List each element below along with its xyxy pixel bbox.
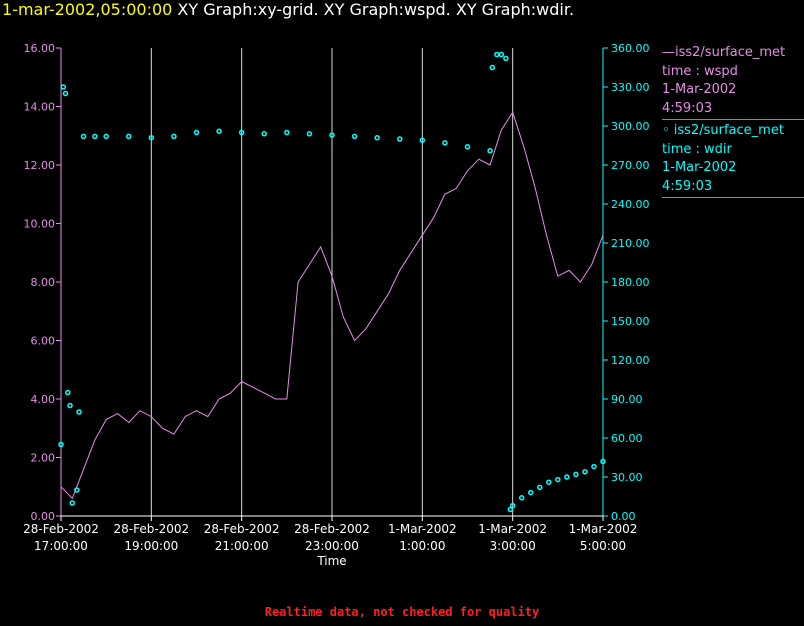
- wdir-point: [193, 129, 200, 136]
- wspd-series-line: [60, 111, 604, 500]
- x-tick-label-date: 1-Mar-2002: [569, 522, 638, 536]
- left-tick-label: 4.00: [31, 393, 56, 406]
- x-tick-label-date: 28-Feb-2002: [23, 522, 99, 536]
- wdir-point: [591, 463, 597, 470]
- wdir-point: [74, 487, 80, 493]
- graph-list-title: XY Graph:xy-grid. XY Graph:wspd. XY Grap…: [172, 0, 575, 19]
- x-tick-label-date: 28-Feb-2002: [113, 522, 189, 536]
- wdir-point: [509, 502, 516, 509]
- wdir-point: [92, 133, 98, 140]
- quality-note: Realtime data, not checked for quality: [264, 605, 540, 619]
- wdir-point: [216, 128, 222, 134]
- wdir-point: [507, 506, 514, 513]
- right-tick-label: 0.00: [611, 510, 636, 523]
- wdir-point: [80, 133, 87, 140]
- wdir-point: [489, 64, 496, 71]
- right-tick-label: 270.00: [611, 159, 650, 172]
- right-tick-label: 30.00: [611, 471, 643, 484]
- wdir-point: [464, 144, 471, 150]
- wdir-point: [67, 402, 73, 409]
- wdir-point: [600, 458, 606, 465]
- x-tick-label-time: 19:00:00: [124, 539, 178, 553]
- x-tick-label-time: 21:00:00: [215, 539, 269, 553]
- legend-item-wdir[interactable]: ◦ iss2/surface_met time : wdir 1-Mar-200…: [662, 122, 804, 198]
- legend-wspd-variable: time : wspd: [662, 63, 738, 79]
- x-axis-title: Time: [316, 554, 346, 568]
- left-tick-label: 16.00: [24, 42, 56, 55]
- right-tick-label: 360.00: [611, 42, 650, 55]
- wdir-point: [503, 55, 509, 62]
- wdir-point: [58, 441, 64, 448]
- wdir-point: [537, 484, 543, 491]
- timestamp-title: 1-mar-2002,05:00:00: [2, 0, 173, 19]
- wdir-point: [564, 474, 570, 480]
- wdir-point: [546, 479, 552, 485]
- legend: —iss2/surface_met time : wspd 1-Mar-2002…: [662, 44, 804, 200]
- legend-wdir-variable: time : wdir: [662, 141, 732, 157]
- legend-wdir-source: ◦ iss2/surface_met: [662, 123, 784, 138]
- wdir-point: [238, 129, 245, 136]
- wdir-point: [284, 129, 290, 136]
- wdir-point: [518, 495, 525, 501]
- wdir-point: [148, 134, 155, 141]
- left-tick-label: 6.00: [31, 335, 56, 348]
- right-tick-label: 150.00: [611, 315, 650, 328]
- x-tick-label-date: 1-Mar-2002: [478, 522, 547, 536]
- left-tick-label: 8.00: [31, 276, 56, 289]
- right-tick-label: 330.00: [611, 81, 650, 94]
- wdir-point: [527, 489, 534, 496]
- left-tick-label: 14.00: [24, 101, 56, 114]
- x-tick-label-date: 28-Feb-2002: [204, 522, 280, 536]
- chart-title-bar: 1-mar-2002,05:00:00 XY Graph:xy-grid. XY…: [2, 0, 574, 20]
- wdir-point: [494, 51, 500, 58]
- legend-wspd-source: —iss2/surface_met: [662, 45, 786, 60]
- left-tick-label: 12.00: [24, 159, 56, 172]
- wdir-point: [261, 131, 267, 137]
- wdir-point: [582, 469, 588, 475]
- wdir-point: [419, 137, 426, 144]
- legend-item-wspd[interactable]: —iss2/surface_met time : wspd 1-Mar-2002…: [662, 44, 804, 120]
- wdir-point: [329, 132, 335, 138]
- x-tick-label-date: 1-Mar-2002: [388, 522, 457, 536]
- legend-wdir-time: 4:59:03: [662, 178, 713, 194]
- x-tick-label-time: 3:00:00: [490, 539, 536, 553]
- x-tick-label-time: 17:00:00: [34, 539, 88, 553]
- right-tick-label: 180.00: [611, 276, 650, 289]
- wdir-point: [126, 133, 132, 140]
- wdir-point: [65, 389, 71, 396]
- wdir-point: [397, 136, 403, 142]
- legend-wspd-time: 4:59:03: [662, 100, 713, 116]
- right-tick-label: 120.00: [611, 354, 650, 367]
- wdir-point: [171, 133, 177, 140]
- x-tick-label-time: 5:00:00: [580, 539, 626, 553]
- wdir-point: [62, 90, 69, 97]
- wdir-point: [69, 500, 76, 506]
- left-tick-label: 10.00: [24, 218, 56, 231]
- wdir-point: [498, 51, 505, 58]
- right-tick-label: 90.00: [611, 393, 643, 406]
- wdir-point: [487, 147, 493, 154]
- left-tick-label: 2.00: [31, 452, 56, 465]
- wdir-point: [103, 133, 109, 140]
- x-tick-label-time: 1:00:00: [399, 539, 445, 553]
- wdir-point: [306, 131, 313, 137]
- wdir-point: [76, 409, 82, 415]
- legend-wspd-date: 1-Mar-2002: [662, 82, 737, 97]
- right-tick-label: 240.00: [611, 198, 650, 211]
- wdir-point: [442, 140, 448, 146]
- wdir-point: [60, 84, 67, 90]
- legend-wdir-date: 1-Mar-2002: [662, 160, 737, 175]
- right-tick-label: 300.00: [611, 120, 650, 133]
- wdir-point: [555, 476, 561, 483]
- right-tick-label: 60.00: [611, 432, 643, 445]
- x-tick-label-time: 23:00:00: [305, 539, 359, 553]
- wdir-point: [374, 134, 380, 141]
- wdir-point: [351, 133, 358, 140]
- wdir-point: [573, 471, 579, 478]
- left-tick-label: 0.00: [31, 510, 56, 523]
- x-tick-label-date: 28-Feb-2002: [294, 522, 370, 536]
- right-tick-label: 210.00: [611, 237, 650, 250]
